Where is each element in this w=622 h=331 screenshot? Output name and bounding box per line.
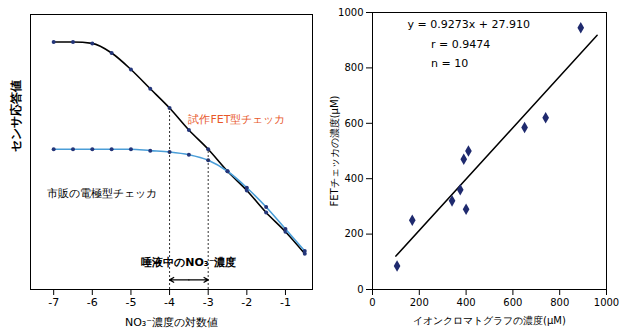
svg-text:1000: 1000 bbox=[594, 297, 619, 308]
svg-text:y = 0.9273x + 27.910: y = 0.9273x + 27.910 bbox=[408, 18, 530, 31]
svg-text:0: 0 bbox=[357, 284, 363, 295]
svg-text:-4: -4 bbox=[164, 296, 175, 309]
svg-text:唾液中のNO₃⁻濃度: 唾液中のNO₃⁻濃度 bbox=[141, 256, 236, 269]
svg-text:400: 400 bbox=[344, 173, 363, 184]
svg-text:センサ応答値: センサ応答値 bbox=[9, 80, 23, 152]
svg-text:-2: -2 bbox=[241, 296, 252, 309]
svg-text:600: 600 bbox=[503, 297, 522, 308]
svg-text:1000: 1000 bbox=[338, 7, 363, 18]
svg-text:n = 10: n = 10 bbox=[431, 57, 468, 70]
svg-text:0: 0 bbox=[369, 297, 375, 308]
svg-text:800: 800 bbox=[344, 62, 363, 73]
svg-text:200: 200 bbox=[344, 228, 363, 239]
svg-text:イオンクロマトグラフの濃度(μM): イオンクロマトグラフの濃度(μM) bbox=[413, 315, 566, 326]
svg-text:200: 200 bbox=[410, 297, 429, 308]
svg-text:-5: -5 bbox=[125, 296, 136, 309]
svg-text:600: 600 bbox=[344, 118, 363, 129]
svg-text:NO₃⁻濃度の対数値: NO₃⁻濃度の対数値 bbox=[125, 316, 218, 329]
svg-text:400: 400 bbox=[457, 297, 476, 308]
svg-text:r = 0.9474: r = 0.9474 bbox=[431, 38, 490, 51]
svg-text:試作FET型チェッカ: 試作FET型チェッカ bbox=[188, 113, 285, 126]
svg-text:-3: -3 bbox=[203, 296, 214, 309]
svg-text:-7: -7 bbox=[48, 296, 59, 309]
svg-text:FETチェッカの濃度(μM): FETチェッカの濃度(μM) bbox=[329, 95, 340, 206]
svg-text:-6: -6 bbox=[87, 296, 98, 309]
svg-text:市販の電極型チェッカ: 市販の電極型チェッカ bbox=[47, 187, 157, 200]
svg-text:-1: -1 bbox=[280, 296, 291, 309]
svg-text:800: 800 bbox=[550, 297, 569, 308]
